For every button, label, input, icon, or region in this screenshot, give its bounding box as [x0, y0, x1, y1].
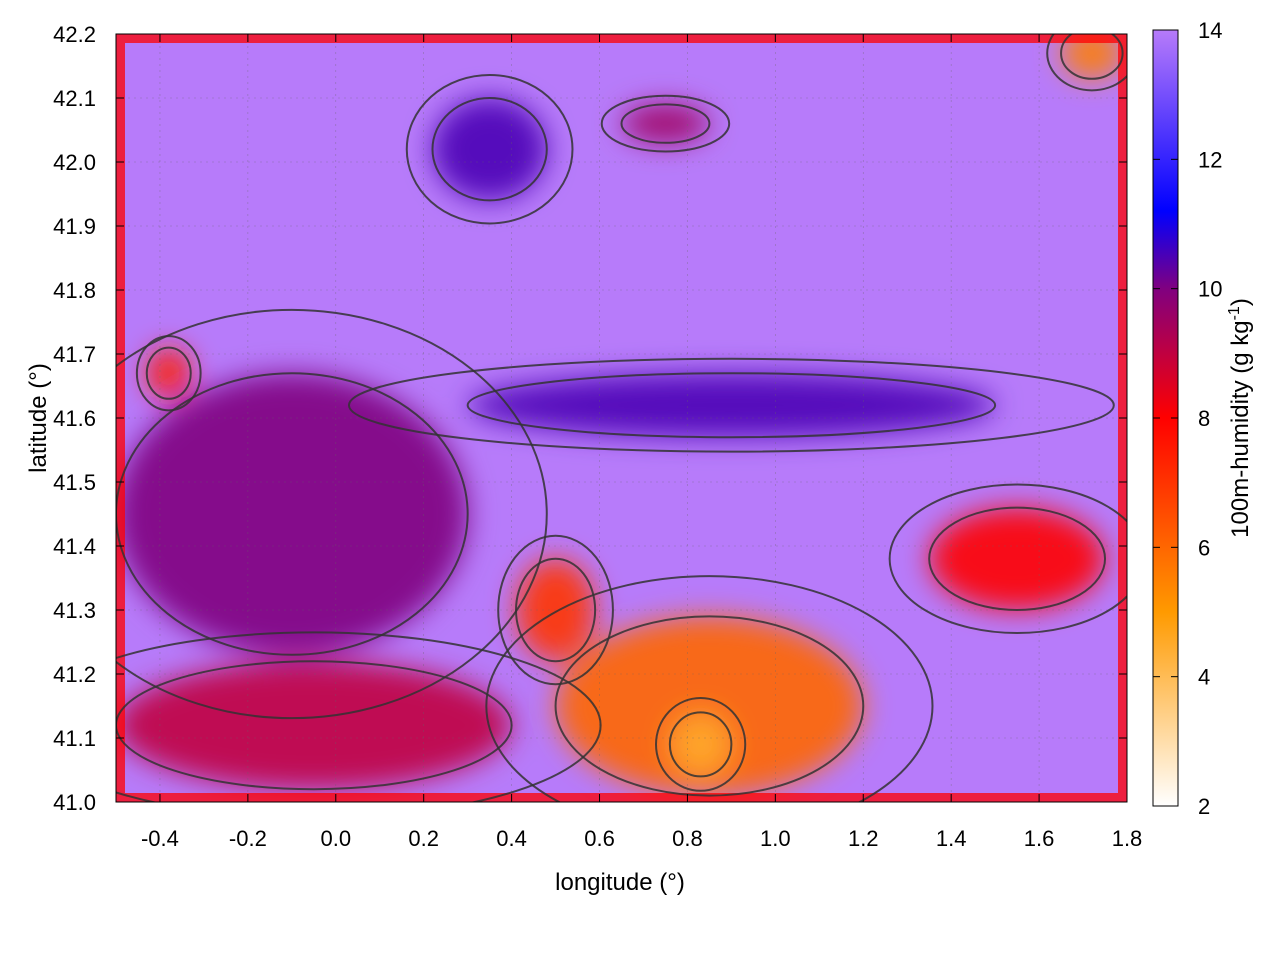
contour-southern-dry-zone-0	[554, 615, 865, 797]
contour-coastal-moist-band-1	[347, 357, 1115, 453]
y-tick-label: 41.5	[53, 470, 96, 495]
colorbar-tick-label: 4	[1198, 665, 1210, 690]
y-tick-label: 41.9	[53, 214, 96, 239]
contour-eastern-dry-0	[928, 506, 1107, 611]
contour-southern-dry-core-0	[668, 711, 733, 778]
y-axis: 41.0 41.1 41.2 41.3 41.4 41.5 41.6 41.7 41.8 41.9…	[53, 22, 1127, 815]
x-tick-label: 1.8	[1112, 826, 1143, 851]
y-axis-label: latitude (°)	[25, 363, 52, 473]
colorbar: 2 4 6 8 10 12 14	[1152, 18, 1222, 819]
colorbar-tick-label: 8	[1198, 406, 1210, 431]
x-tick-label: 0.0	[320, 826, 351, 851]
contour-eastern-dry-1	[888, 483, 1127, 635]
y-tick-label: 41.2	[53, 662, 96, 687]
contour-southwest-mixed-0	[116, 660, 513, 791]
x-tick-label: 1.2	[848, 826, 879, 851]
contour-north-central-patch-0	[620, 103, 711, 144]
contour-northeast-dry-0	[1060, 34, 1124, 80]
contour-west-dry-spot-0	[145, 346, 192, 400]
contour-northern-moist-patch-0	[431, 97, 548, 202]
contour-south-central-dry-1	[497, 534, 614, 686]
contour-southwest-mixed-1	[116, 631, 602, 802]
contour-western-interior-1	[116, 308, 548, 720]
y-tick-label: 41.3	[53, 598, 96, 623]
y-tick-label: 41.4	[53, 534, 96, 559]
contour-western-interior-0	[116, 372, 469, 656]
x-tick-label: -0.2	[229, 826, 267, 851]
heatmap-region-northern-moist-patch	[432, 98, 547, 201]
y-tick-label: 41.8	[53, 278, 96, 303]
x-tick-label: 0.2	[408, 826, 439, 851]
colorbar-tick-label: 2	[1198, 794, 1210, 819]
contour-coastal-moist-band-0	[466, 372, 997, 439]
y-tick-label: 42.2	[53, 22, 96, 47]
x-axis-label: longitude (°)	[555, 869, 685, 896]
colorbar-label-end: )	[1227, 298, 1254, 306]
x-tick-label: 1.0	[760, 826, 791, 851]
heatmap-region-southern-dry-core	[669, 712, 732, 777]
colorbar-label: 100m-humidity (g kg-1)	[1226, 298, 1254, 538]
colorbar-tick-label: 14	[1198, 18, 1222, 43]
heatmap-region-west-dry-spot	[146, 347, 191, 399]
colorbar-tick-label: 10	[1198, 277, 1222, 302]
y-tick-label: 41.1	[53, 726, 96, 751]
y-tick-label: 42.0	[53, 150, 96, 175]
x-axis: -0.4 -0.2 0.0 0.2 0.4 0.6 0.8 1.0 1.2 1.4 1.6 1.8	[141, 34, 1142, 851]
contour-northern-moist-patch-1	[405, 73, 574, 225]
y-tick-label: 41.0	[53, 790, 96, 815]
contour-northeast-dry-1	[1046, 34, 1127, 92]
heatmap-region-southern-dry-zone	[555, 616, 864, 796]
y-tick-label: 41.7	[53, 342, 96, 367]
x-tick-label: 1.6	[1024, 826, 1055, 851]
colorbar-label-sup: -1	[1226, 306, 1243, 320]
contour-south-central-dry-0	[515, 557, 597, 663]
contour-southern-dry-core-1	[655, 697, 747, 792]
x-tick-label: 0.4	[496, 826, 527, 851]
contour-lines	[116, 34, 1127, 802]
colorbar-tick-label: 6	[1198, 535, 1210, 560]
contour-southern-dry-zone-1	[485, 575, 934, 802]
x-tick-label: 0.8	[672, 826, 703, 851]
heatmap-region-western-interior	[116, 373, 468, 655]
contour-north-central-patch-1	[600, 94, 731, 153]
heatmap-region-northeast-dry	[1061, 34, 1123, 79]
colorbar-tick-label: 12	[1198, 147, 1222, 172]
y-tick-label: 41.6	[53, 406, 96, 431]
y-tick-label: 42.1	[53, 86, 96, 111]
contour-west-dry-spot-1	[135, 335, 202, 412]
x-tick-label: -0.4	[141, 826, 179, 851]
x-tick-label: 0.6	[584, 826, 615, 851]
colorbar-label-main: 100m-humidity (g kg	[1227, 320, 1254, 537]
heatmap-region-eastern-dry	[929, 507, 1106, 610]
x-tick-label: 1.4	[936, 826, 967, 851]
